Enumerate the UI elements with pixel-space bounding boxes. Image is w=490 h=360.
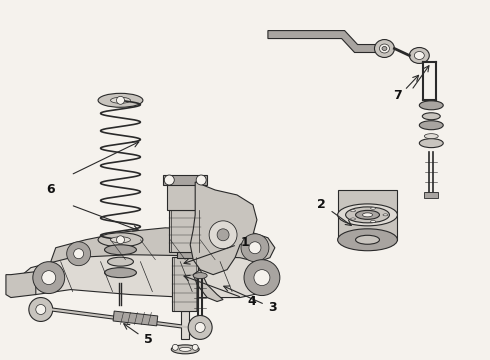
Ellipse shape <box>345 207 390 223</box>
Text: 2: 2 <box>318 198 326 211</box>
Bar <box>163 175 207 185</box>
Circle shape <box>249 242 261 254</box>
Ellipse shape <box>422 113 440 120</box>
Ellipse shape <box>419 101 443 110</box>
Circle shape <box>29 298 53 321</box>
Text: 3: 3 <box>269 301 277 314</box>
Ellipse shape <box>111 237 130 243</box>
Ellipse shape <box>172 345 199 354</box>
Bar <box>113 311 158 326</box>
Polygon shape <box>190 182 257 275</box>
Bar <box>169 210 201 252</box>
Bar <box>338 190 397 240</box>
Bar <box>424 192 438 198</box>
Bar <box>172 257 198 311</box>
Ellipse shape <box>363 213 372 217</box>
Ellipse shape <box>419 121 443 130</box>
Ellipse shape <box>104 268 136 278</box>
Text: 1: 1 <box>241 236 249 249</box>
Ellipse shape <box>338 204 397 226</box>
Circle shape <box>164 175 174 185</box>
Circle shape <box>33 262 65 293</box>
Circle shape <box>209 221 237 249</box>
Ellipse shape <box>409 48 429 63</box>
Bar <box>177 252 193 258</box>
Circle shape <box>36 305 46 315</box>
Circle shape <box>192 345 198 350</box>
Ellipse shape <box>350 210 356 212</box>
Circle shape <box>42 271 56 285</box>
Text: 7: 7 <box>393 89 402 102</box>
Ellipse shape <box>111 97 130 103</box>
Ellipse shape <box>419 139 443 148</box>
Ellipse shape <box>370 207 375 209</box>
Circle shape <box>217 229 229 241</box>
Circle shape <box>188 315 212 339</box>
Circle shape <box>241 234 269 262</box>
Circle shape <box>117 96 124 104</box>
Ellipse shape <box>379 44 390 53</box>
Circle shape <box>67 242 91 266</box>
Ellipse shape <box>193 273 207 279</box>
Bar <box>181 311 189 339</box>
Ellipse shape <box>104 245 136 255</box>
Ellipse shape <box>424 134 438 139</box>
Circle shape <box>244 260 280 296</box>
Circle shape <box>172 345 178 350</box>
Ellipse shape <box>382 46 387 50</box>
Circle shape <box>195 323 205 332</box>
Text: 5: 5 <box>144 333 153 346</box>
Ellipse shape <box>179 347 191 351</box>
Text: 6: 6 <box>47 184 55 197</box>
Text: 4: 4 <box>247 295 256 308</box>
Ellipse shape <box>107 257 133 266</box>
Ellipse shape <box>338 229 397 251</box>
Ellipse shape <box>356 210 379 219</box>
Circle shape <box>117 236 124 244</box>
Polygon shape <box>193 270 223 302</box>
Ellipse shape <box>350 218 356 220</box>
Ellipse shape <box>98 233 143 247</box>
Polygon shape <box>268 31 379 53</box>
Circle shape <box>196 175 206 185</box>
Circle shape <box>254 270 270 285</box>
Ellipse shape <box>415 51 424 59</box>
Ellipse shape <box>356 235 379 244</box>
Polygon shape <box>51 228 275 268</box>
Bar <box>167 182 203 210</box>
Ellipse shape <box>370 221 375 222</box>
Polygon shape <box>19 255 275 298</box>
Polygon shape <box>6 272 36 298</box>
Ellipse shape <box>374 40 394 58</box>
Ellipse shape <box>98 93 143 107</box>
Ellipse shape <box>383 214 388 216</box>
Circle shape <box>74 249 84 259</box>
